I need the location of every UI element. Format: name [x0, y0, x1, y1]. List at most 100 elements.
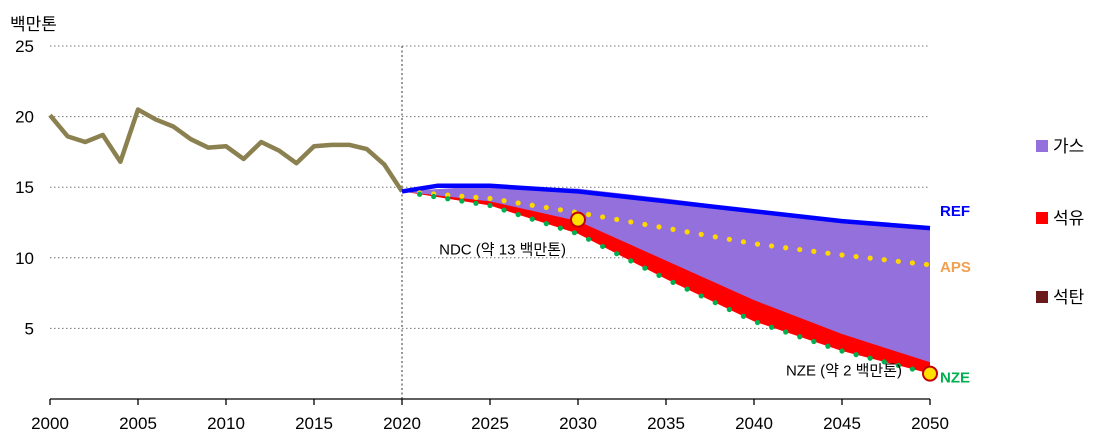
nze-dot [670, 279, 676, 285]
legend-label: 석탄 [1053, 288, 1085, 307]
nze-dot [473, 200, 479, 206]
nze-dot [642, 265, 648, 271]
nze-dot [853, 352, 859, 358]
aps-dot [543, 204, 549, 211]
aps-dot [585, 211, 592, 218]
nze-dot [797, 334, 803, 340]
stack-areas [402, 185, 930, 374]
y-tick-label: 20 [15, 108, 34, 127]
nze-dot [417, 191, 423, 197]
nze-dot [628, 258, 634, 264]
legend-swatch-석탄 [1036, 291, 1048, 303]
nze-dot [867, 355, 873, 361]
nze-dot [909, 366, 916, 372]
aps-dot [501, 198, 507, 204]
aps-dot [684, 229, 690, 235]
x-tick-label: 2010 [207, 414, 245, 433]
x-tick-label: 2035 [647, 414, 685, 433]
nze-dot [614, 251, 620, 257]
aps-dot [473, 194, 479, 200]
aps-dot [515, 200, 521, 206]
nze-dot [529, 216, 535, 222]
nze-dot [825, 343, 831, 349]
aps-dot [628, 219, 634, 225]
aps-dot [923, 261, 930, 268]
aps-dot [867, 255, 873, 261]
ref-line [401, 183, 931, 231]
nze-dot [712, 300, 718, 306]
nze-dot [769, 324, 775, 330]
nze-dot [515, 211, 521, 218]
nze-dot [839, 348, 845, 354]
nze-dot [431, 193, 437, 200]
aps-dot [797, 246, 803, 253]
aps-dot [670, 226, 676, 232]
markers: NDC (약 13 백만톤) NZE (약 2 백만톤) [439, 211, 938, 382]
nze-dot [754, 319, 761, 326]
x-tick-label: 2045 [823, 414, 861, 433]
nze-dot [811, 338, 817, 345]
nze-dot [698, 293, 704, 299]
ndc-marker [570, 211, 586, 228]
aps-dot [712, 234, 718, 240]
aps-dot [881, 257, 887, 263]
nze-dot [459, 198, 465, 204]
nze-dot [684, 286, 690, 292]
ndc-annotation: NDC (약 13 백만톤) [439, 242, 566, 259]
nze-dot [543, 221, 549, 227]
nze-label: NZE [940, 370, 970, 387]
aps-label: APS [940, 259, 971, 276]
aps-dot [656, 224, 662, 230]
x-tick-label: 2020 [383, 414, 421, 433]
aps-dot [642, 221, 648, 228]
legend-label: 석유 [1053, 209, 1084, 228]
aps-dot [783, 245, 789, 251]
nze-dot [600, 243, 606, 250]
y-tick-label: 5 [25, 319, 34, 338]
nze-dot [445, 196, 451, 202]
nze-dot [740, 313, 747, 319]
series-lines: REF APS NZE [48, 107, 971, 387]
nze-dot [656, 272, 662, 278]
nze-dot [881, 359, 887, 365]
aps-dot [853, 253, 859, 260]
y-tick-label: 10 [15, 249, 34, 268]
aps-dot [557, 207, 564, 213]
nze-annotation: NZE (약 2 백만톤) [786, 363, 902, 380]
nze-dot [501, 207, 507, 213]
legend-label: 가스 [1053, 137, 1084, 156]
aps-dot [895, 258, 901, 264]
y-tick-label: 25 [15, 37, 34, 56]
aps-dot [726, 236, 732, 242]
nze-dot [487, 202, 493, 209]
legend-swatch-석유 [1036, 212, 1048, 224]
aps-dot [459, 193, 465, 199]
aps-dot [740, 239, 747, 245]
aps-dot [839, 252, 845, 258]
aps-dot [600, 214, 606, 220]
ref-label: REF [940, 203, 970, 220]
nze-dot [895, 362, 901, 369]
x-tick-label: 2005 [119, 414, 157, 433]
nze-dot [571, 230, 578, 236]
y-tick-label: 15 [15, 178, 34, 197]
aps-dot [811, 248, 817, 254]
area-가스 [402, 185, 930, 363]
aps-dot [529, 202, 535, 208]
x-tick-label: 2040 [735, 414, 773, 433]
aps-dot [754, 241, 761, 247]
aps-dot [698, 231, 704, 237]
aps-dot [487, 195, 493, 202]
historical-line [48, 107, 404, 193]
x-tick-label: 2050 [911, 414, 949, 433]
nze-marker [922, 365, 938, 382]
aps-dot [614, 216, 620, 223]
x-tick-label: 2015 [295, 414, 333, 433]
nze-dot [783, 329, 789, 335]
legend-swatch-가스 [1036, 140, 1048, 152]
x-tick-label: 2030 [559, 414, 597, 433]
nze-dot [585, 236, 592, 242]
x-tick-label: 2000 [31, 414, 69, 433]
